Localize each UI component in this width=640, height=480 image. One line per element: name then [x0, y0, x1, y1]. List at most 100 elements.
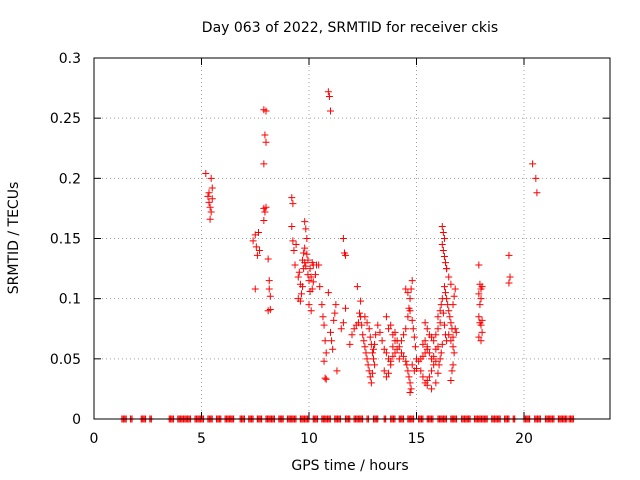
y-tick-label: 0.3 [59, 51, 81, 67]
data-point [207, 174, 215, 182]
data-point [438, 241, 446, 249]
x-tick-label: 5 [197, 431, 206, 447]
data-point [357, 297, 365, 305]
data-point [448, 367, 456, 375]
data-point [366, 373, 374, 381]
data-point [327, 328, 334, 336]
data-point [402, 357, 410, 365]
data-point [301, 218, 309, 226]
data-point [308, 285, 316, 293]
data-point [382, 373, 390, 381]
data-point [370, 355, 377, 363]
data-point [446, 313, 454, 321]
x-tick-label: 15 [408, 431, 426, 447]
data-point [261, 208, 269, 216]
data-point [332, 301, 340, 309]
data-point [395, 355, 403, 363]
data-point [430, 352, 438, 360]
data-point [368, 369, 376, 377]
data-point [406, 389, 414, 397]
data-point [315, 261, 323, 269]
data-point [380, 367, 388, 375]
data-point [423, 343, 431, 351]
data-point [452, 328, 460, 336]
data-point [364, 361, 372, 369]
data-point [407, 385, 415, 393]
data-point [382, 313, 390, 321]
data-point [337, 325, 345, 333]
data-point [367, 379, 375, 387]
data-point [408, 361, 416, 369]
data-point [260, 216, 268, 224]
data-point [442, 259, 450, 267]
data-point [208, 184, 216, 192]
x-tick-label: 20 [515, 431, 533, 447]
data-point [449, 361, 457, 369]
data-point [265, 285, 273, 293]
data-point [529, 160, 537, 168]
y-tick-label: 0 [72, 412, 81, 428]
data-point [342, 304, 350, 312]
data-point [397, 337, 405, 345]
data-point [419, 373, 427, 381]
data-point [506, 273, 514, 281]
data-point [387, 361, 395, 369]
y-axis-ticks: 0 0.05 0.1 0.15 0.2 0.25 0.3 [50, 51, 610, 428]
data-point [445, 273, 453, 281]
data-point [311, 271, 319, 279]
data-point [305, 301, 313, 309]
data-point [289, 237, 297, 245]
data-point [409, 325, 417, 333]
data-point [260, 160, 268, 168]
data-point [445, 331, 453, 339]
data-point [450, 349, 458, 357]
data-point [359, 331, 367, 339]
data-point [423, 325, 431, 333]
data-point [252, 243, 260, 251]
data-point [262, 138, 270, 146]
data-point [342, 251, 350, 259]
data-point [432, 357, 440, 365]
data-point [303, 250, 311, 258]
data-point [411, 343, 419, 351]
data-point [204, 192, 212, 200]
data-point [288, 194, 296, 202]
data-point [291, 261, 299, 269]
data-point [385, 325, 393, 333]
data-point [361, 343, 369, 351]
data-point [289, 200, 297, 208]
data-point [321, 374, 329, 382]
data-point [440, 321, 448, 329]
data-point [451, 285, 459, 293]
data-point [339, 235, 347, 242]
chart-title: Day 063 of 2022, SRMTID for receiver cki… [202, 20, 498, 36]
data-point [400, 331, 408, 339]
data-point [440, 235, 448, 242]
data-point [408, 316, 416, 324]
data-point [304, 256, 312, 264]
data-point [321, 337, 329, 345]
data-point [302, 225, 310, 233]
data-point [404, 289, 412, 297]
data-point [366, 333, 374, 341]
data-point [348, 331, 356, 339]
data-point [447, 337, 455, 345]
data-point [318, 301, 326, 309]
data-point [439, 309, 447, 317]
data-point [437, 349, 445, 357]
data-point [405, 373, 413, 381]
data-point [266, 305, 274, 313]
data-point [419, 340, 427, 348]
data-point [437, 301, 445, 309]
data-point [322, 349, 330, 357]
x-axis-ticks: 0 5 10 15 20 [90, 58, 533, 447]
y-tick-label: 0.25 [50, 111, 81, 127]
data-point [436, 355, 444, 363]
data-point [478, 283, 486, 291]
data-point [449, 333, 457, 341]
data-point [206, 215, 214, 223]
data-point [404, 313, 412, 321]
data-point [363, 355, 371, 363]
data-point [425, 349, 433, 357]
data-point [309, 278, 317, 286]
